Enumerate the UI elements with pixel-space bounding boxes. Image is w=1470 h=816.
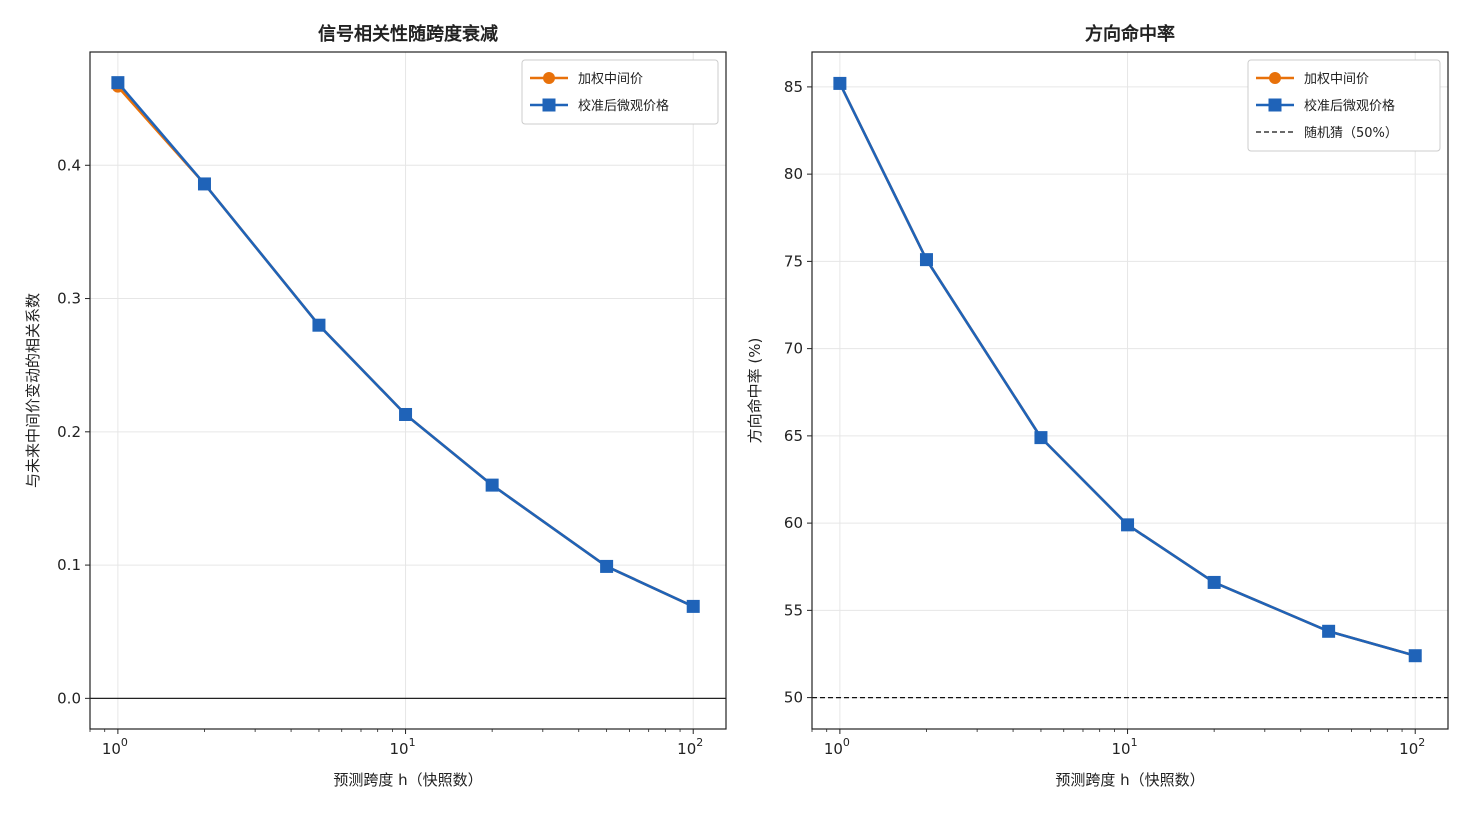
data-point — [197, 177, 211, 191]
y-tick-label: 55 — [784, 601, 803, 619]
data-point — [1034, 431, 1048, 445]
legend-label: 随机猜（50%） — [1304, 126, 1398, 141]
y-tick-label: 0.1 — [57, 556, 81, 574]
axes-frame — [89, 51, 727, 730]
x-axis-label: 预测跨度 h（快照数） — [1055, 771, 1204, 789]
x-tick-label: 101 — [1112, 736, 1138, 758]
y-tick-label: 70 — [784, 340, 803, 358]
x-tick-label: 102 — [677, 736, 703, 758]
legend-marker — [1269, 72, 1281, 84]
gridlines — [812, 52, 1448, 729]
data-point — [1408, 649, 1422, 663]
chart-title: 信号相关性随跨度衰减 — [318, 23, 498, 45]
y-tick-label: 80 — [784, 165, 803, 183]
legend-frame — [1247, 59, 1441, 152]
y-tick-label: 0.0 — [57, 689, 81, 707]
chart-panel-1: 信号相关性随跨度衰减 0.0 0.1 0.2 0.3 0.4 100 101 102 预测跨度 h… — [24, 23, 727, 789]
legend-marker — [543, 72, 555, 84]
y-tick-label: 60 — [784, 514, 803, 532]
gridlines — [90, 52, 726, 729]
axes-frame — [811, 51, 1449, 730]
y-tick-label: 0.4 — [57, 156, 81, 174]
data-point — [1322, 624, 1336, 638]
legend-label: 加权中间价 — [1304, 71, 1369, 87]
data-point — [485, 478, 499, 492]
legend-label: 加权中间价 — [578, 71, 643, 87]
chart-title: 方向命中率 — [1085, 23, 1175, 45]
data-point — [399, 407, 413, 421]
series-2 — [111, 76, 700, 613]
legend-label: 校准后微观价格 — [1304, 98, 1395, 114]
data-point — [686, 599, 700, 613]
legend-label: 校准后微观价格 — [578, 98, 669, 114]
data-point — [600, 559, 614, 573]
y-tick-label: 65 — [784, 427, 803, 445]
data-point — [919, 253, 933, 267]
y-axis-label: 与未来中间价变动的相关系数 — [24, 293, 42, 488]
x-tick-label: 101 — [390, 736, 416, 758]
x-tick-label: 102 — [1399, 736, 1425, 758]
x-tick-label: 100 — [824, 736, 850, 758]
x-tick-label: 100 — [102, 736, 128, 758]
series-2 — [833, 76, 1422, 663]
data-point — [1207, 575, 1221, 589]
data-point — [111, 76, 125, 90]
y-tick-label: 0.2 — [57, 423, 81, 441]
legend-marker — [1268, 98, 1282, 112]
y-tick-label: 75 — [784, 252, 803, 270]
y-tick-label: 50 — [784, 689, 803, 707]
legend-frame — [521, 59, 719, 125]
y-tick-label: 85 — [784, 78, 803, 96]
y-axis-label: 方向命中率 (%) — [746, 338, 764, 444]
chart-panel-2: 方向命中率 50 55 60 65 70 75 80 85 100 101 102 预测跨度 h（快照数… — [746, 23, 1449, 789]
data-point — [833, 76, 847, 90]
legend-marker — [542, 98, 556, 112]
data-point — [312, 318, 326, 332]
x-axis-label: 预测跨度 h（快照数） — [333, 771, 482, 789]
y-tick-label: 0.3 — [57, 290, 81, 308]
data-point — [1121, 518, 1135, 532]
